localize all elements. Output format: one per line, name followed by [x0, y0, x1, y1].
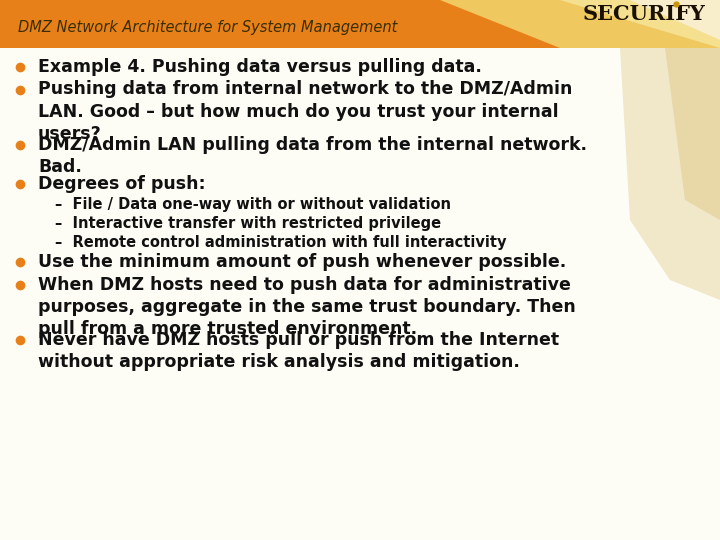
Text: DMZ/Admin LAN pulling data from the internal network.
Bad.: DMZ/Admin LAN pulling data from the inte…	[38, 136, 587, 177]
Polygon shape	[440, 0, 720, 48]
Text: When DMZ hosts need to push data for administrative
purposes, aggregate in the s: When DMZ hosts need to push data for adm…	[38, 275, 576, 339]
Text: Example 4. Pushing data versus pulling data.: Example 4. Pushing data versus pulling d…	[38, 58, 482, 76]
FancyBboxPatch shape	[0, 0, 720, 48]
Polygon shape	[630, 0, 720, 40]
Text: SECURIFY: SECURIFY	[583, 4, 706, 24]
Text: Pushing data from internal network to the DMZ/Admin
LAN. Good – but how much do : Pushing data from internal network to th…	[38, 80, 572, 144]
Text: Use the minimum amount of push whenever possible.: Use the minimum amount of push whenever …	[38, 253, 566, 271]
FancyBboxPatch shape	[0, 48, 720, 540]
Polygon shape	[665, 48, 720, 220]
Text: DMZ Network Architecture for System Management: DMZ Network Architecture for System Mana…	[18, 21, 397, 35]
Text: Never have DMZ hosts pull or push from the Internet
without appropriate risk ana: Never have DMZ hosts pull or push from t…	[38, 331, 559, 372]
Text: –  Interactive transfer with restricted privilege: – Interactive transfer with restricted p…	[55, 216, 441, 231]
Polygon shape	[560, 0, 720, 48]
Text: –  Remote control administration with full interactivity: – Remote control administration with ful…	[55, 234, 506, 249]
Polygon shape	[620, 48, 720, 300]
Text: –  File / Data one-way with or without validation: – File / Data one-way with or without va…	[55, 198, 451, 213]
Text: Degrees of push:: Degrees of push:	[38, 175, 206, 193]
